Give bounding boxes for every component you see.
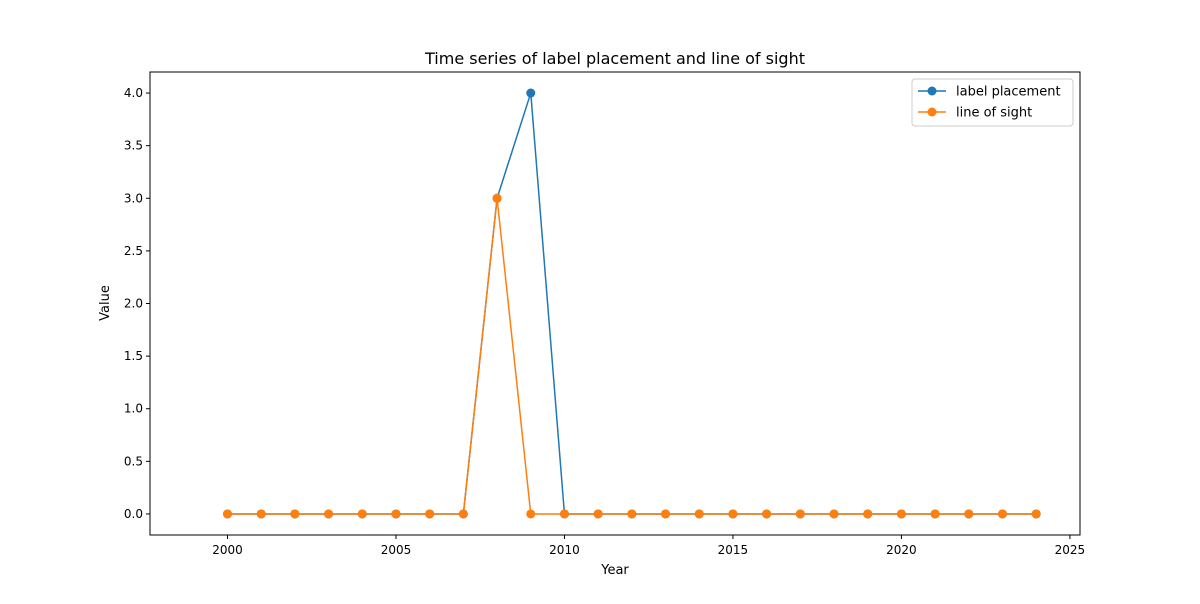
series-2-point	[762, 509, 772, 519]
series-2-point	[357, 509, 367, 519]
series-2-point	[863, 509, 873, 519]
series-2-point	[593, 509, 603, 519]
series-2-point	[1031, 509, 1041, 519]
y-tick-label: 4.0	[124, 86, 143, 100]
series-2-point	[256, 509, 266, 519]
series-2-point	[458, 509, 468, 519]
x-axis: 2000 2005 2010 2015 2020 2025	[212, 535, 1085, 557]
series-2-point	[795, 509, 805, 519]
legend-marker-1	[927, 86, 937, 96]
series-2-point	[391, 509, 401, 519]
x-tick-label: 2005	[381, 543, 412, 557]
x-axis-label: Year	[600, 563, 629, 578]
plot-area	[149, 71, 1081, 536]
y-axis-label: Value	[98, 285, 113, 321]
y-tick-label: 0.5	[124, 454, 143, 468]
series-2-point	[492, 193, 502, 203]
y-tick-label: 3.0	[124, 191, 143, 205]
legend-marker-2	[927, 107, 937, 117]
y-tick-label: 2.0	[124, 297, 143, 311]
chart-title: Time series of label placement and line …	[424, 49, 805, 68]
x-tick-label: 2025	[1055, 543, 1086, 557]
x-tick-label: 2015	[718, 543, 749, 557]
series-2-point	[223, 509, 232, 519]
legend-box	[911, 78, 1074, 127]
series-2-point	[526, 509, 536, 519]
legend-label-1: label placement	[956, 85, 1061, 100]
series-2-point	[896, 509, 906, 519]
series-2-point	[829, 509, 839, 519]
x-tick-label: 2010	[549, 543, 580, 557]
y-tick-label: 3.5	[124, 139, 143, 153]
x-tick-label: 2000	[212, 543, 243, 557]
series-2-point	[930, 509, 940, 519]
series-2-point	[964, 509, 974, 519]
series-2-point	[627, 509, 637, 519]
series-2-point	[324, 509, 334, 519]
series-2-point	[728, 509, 738, 519]
legend-label-2: line of sight	[956, 106, 1032, 121]
y-tick-label: 1.0	[124, 402, 143, 416]
series-2-point	[998, 509, 1007, 519]
series-2-point	[559, 509, 569, 519]
y-axis: 0.0 0.5 1.0 1.5 2.0 2.5 3.0 3.5 4.0	[124, 86, 150, 521]
y-tick-label: 0.0	[124, 507, 143, 521]
legend: label placement line of sight	[911, 78, 1074, 127]
series-2-point	[661, 509, 671, 519]
series-2-point	[425, 509, 435, 519]
series-2-point	[290, 509, 300, 519]
series-1-point	[526, 88, 536, 98]
x-tick-label: 2020	[886, 543, 917, 557]
y-tick-label: 2.5	[124, 244, 143, 258]
y-tick-label: 1.5	[124, 349, 143, 363]
series-2-point	[694, 509, 704, 519]
